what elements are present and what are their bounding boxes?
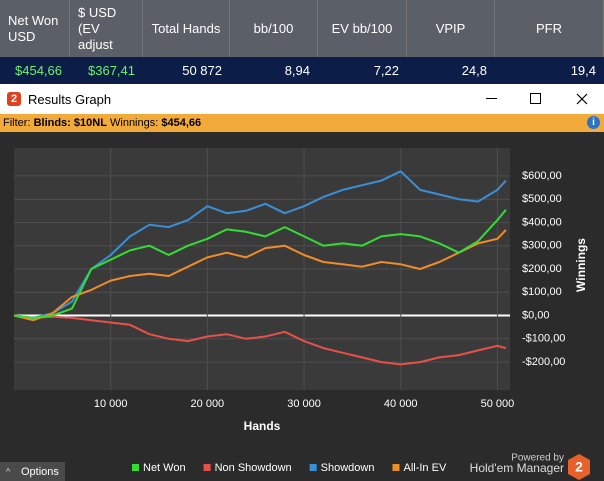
y-tick-label: $200,00	[522, 263, 562, 275]
series-line	[13, 229, 507, 322]
column-header[interactable]: $ USD (EV adjust	[70, 0, 143, 57]
legend-swatch	[203, 464, 211, 471]
options-label: Options	[21, 466, 59, 478]
minimize-button[interactable]	[486, 98, 497, 99]
value-row: $454,66 $367,41 50 872 8,94 7,22 24,8 19,4	[0, 57, 604, 84]
y-tick-label: $600,00	[522, 170, 562, 182]
y-tick-label: -$200,00	[522, 356, 565, 368]
info-icon[interactable]: i	[587, 116, 600, 129]
legend-label: Net Won	[143, 462, 186, 474]
x-tick-label: 40 000	[384, 398, 418, 410]
series-line	[13, 209, 507, 319]
stat-value: 50 872	[182, 62, 222, 78]
title-bar: 2 Results Graph	[0, 84, 604, 114]
y-tick-label: $100,00	[522, 286, 562, 298]
legend-label: All-In EV	[403, 462, 446, 474]
brand-logo	[568, 454, 590, 480]
filter-label: Filter:	[3, 117, 31, 129]
series-line	[13, 314, 507, 366]
column-header[interactable]: EV bb/100	[318, 0, 407, 57]
x-tick-label: 30 000	[287, 398, 321, 410]
brand-name: Hold'em Manager	[470, 461, 564, 475]
stats-table: Net Won USD $ USD (EV adjust Total Hands bb…	[0, 0, 604, 84]
powered-by: Powered by	[511, 453, 564, 464]
filter-key: Blinds:	[33, 117, 71, 129]
column-header[interactable]: Total Hands	[143, 0, 230, 57]
header-row: Net Won USD $ USD (EV adjust Total Hands bb…	[0, 0, 604, 57]
x-tick-label: 20 000	[191, 398, 225, 410]
y-axis-label: Winnings	[574, 238, 588, 292]
y-tick-label: $300,00	[522, 240, 562, 252]
column-header[interactable]: PFR	[495, 0, 604, 57]
x-tick-label: 50 000	[481, 398, 515, 410]
window-title: Results Graph	[28, 92, 112, 107]
app-icon: 2	[7, 92, 21, 106]
y-tick-label: $400,00	[522, 216, 562, 228]
filter-bar: Filter: Blinds: $10NL Winnings: $454,66 …	[0, 114, 604, 132]
results-chart: ^ Options Powered by Hold'em Manager 2 -…	[0, 132, 604, 481]
close-button[interactable]	[576, 93, 588, 105]
stat-value: $367,41	[88, 62, 135, 78]
legend-label: Showdown	[321, 462, 375, 474]
column-header[interactable]: VPIP	[407, 0, 495, 57]
series-line	[13, 170, 507, 319]
filter-value: $454,66	[161, 117, 202, 129]
y-tick-label: $500,00	[522, 193, 562, 205]
y-tick-label: -$100,00	[522, 333, 565, 345]
filter-value: $10NL	[73, 117, 107, 129]
stat-value: 19,4	[570, 62, 596, 78]
column-header[interactable]: Net Won USD	[0, 0, 70, 57]
maximize-button[interactable]	[530, 93, 541, 104]
x-tick-label: 10 000	[94, 398, 128, 410]
brand-logo-text: 2	[575, 459, 583, 475]
column-header[interactable]: bb/100	[230, 0, 318, 57]
filter-key: Winnings:	[110, 117, 159, 129]
y-tick-label: $0,00	[522, 309, 550, 321]
legend-label: Non Showdown	[215, 462, 292, 474]
stat-value: 7,22	[373, 62, 399, 78]
stat-value: 24,8	[461, 62, 487, 78]
legend-swatch	[392, 464, 400, 471]
options-caret: ^	[6, 466, 11, 476]
options-button[interactable]	[0, 462, 65, 481]
stat-value: 8,94	[284, 62, 310, 78]
x-axis-label: Hands	[244, 419, 281, 433]
stat-value: $454,66	[15, 62, 62, 78]
legend-swatch	[132, 464, 139, 471]
legend-swatch	[309, 464, 317, 471]
